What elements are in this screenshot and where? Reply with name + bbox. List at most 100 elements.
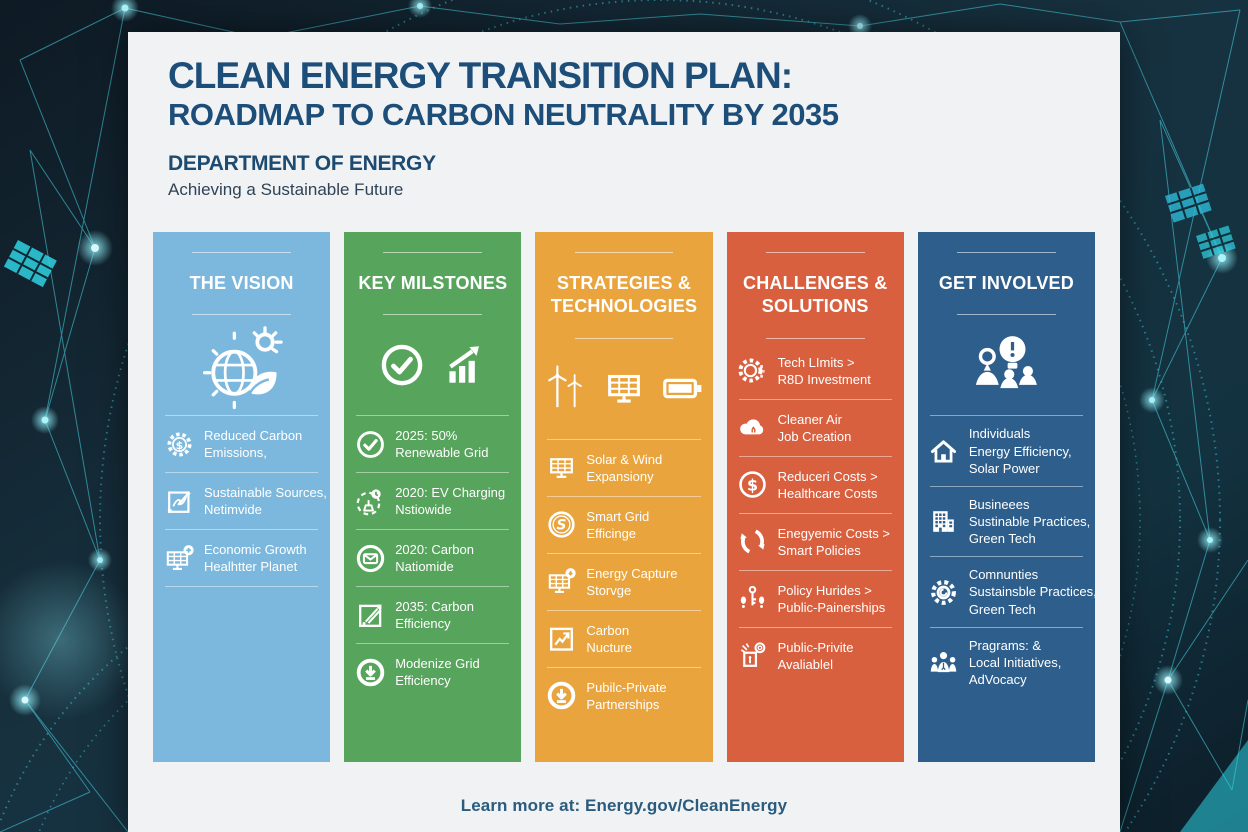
list-item: 2025: 50% Renewable Grid <box>353 416 512 472</box>
item-text: Public-Privite <box>777 639 854 655</box>
item-text: Nstiowide <box>395 502 452 518</box>
item-text: 2020: EV Charging <box>395 485 506 501</box>
divider-line <box>738 569 892 571</box>
house-icon <box>927 435 961 468</box>
divider-line <box>192 314 291 316</box>
divider-line <box>929 485 1084 487</box>
gear-tech-icon <box>736 354 770 387</box>
divider-line <box>383 252 483 253</box>
item-text: Efficinge <box>586 525 637 541</box>
people-lightbulb-icon <box>927 319 1086 415</box>
divider-line <box>738 455 892 457</box>
item-text: Enegyemic Costs > <box>777 525 890 541</box>
divider-line <box>929 626 1084 628</box>
list-item: Pragrams: & Local Initiatives, AdVocacy <box>927 628 1086 697</box>
column-title: GET INVOLVED <box>938 273 1074 293</box>
item-text: Natiomide <box>395 559 454 575</box>
column-key-milestones: KEY MILSTONES 2025: 50% Renewable Grid 2… <box>344 232 522 762</box>
ev-charging-icon <box>353 485 387 518</box>
item-text: R8D Investment <box>777 371 871 387</box>
check-circle-icon <box>353 428 387 461</box>
plug-people-icon <box>736 582 770 615</box>
item-text: Job Creation <box>777 428 852 444</box>
box-badge-icon <box>736 639 770 672</box>
page-title-line1: CLEAN ENERGY TRANSITION PLAN: <box>168 55 793 96</box>
divider-line <box>738 626 892 628</box>
item-text: Individuals <box>968 426 1031 442</box>
list-item: Public-Privite Avaliablel <box>736 628 895 684</box>
divider-line <box>765 252 865 253</box>
list-item: Comnunties Sustainsble Practices, Green … <box>927 557 1095 626</box>
divider-line <box>738 398 892 400</box>
item-text: Public-Painerships <box>777 599 886 615</box>
list-item: Reduced Carbon Emissions, <box>162 416 321 472</box>
item-text: Energy Efficiency, <box>968 443 1072 459</box>
list-item: Busineees Sustinable Practices, Green Te… <box>927 487 1090 556</box>
item-text: Smart Grid <box>586 508 650 524</box>
column-challenges-solutions: CHALLENGES & SOLUTIONS Tech LImits > R8D… <box>726 232 904 762</box>
item-text: Smart Policies <box>777 542 861 558</box>
divider-line <box>356 643 510 645</box>
divider-line <box>957 314 1056 316</box>
column-title: THE VISION <box>189 273 294 293</box>
item-text: Sustainsble Practices, <box>968 584 1096 600</box>
divider-line <box>356 415 510 417</box>
item-text: Avaliablel <box>777 656 834 672</box>
signature-pen-icon <box>162 485 196 518</box>
divider-line <box>356 586 510 588</box>
list-item: Policy Hurides > Public-Painerships <box>736 571 895 627</box>
tagline: Achieving a Sustainable Future <box>168 180 404 200</box>
divider-line <box>547 609 701 611</box>
item-text: Solar Power <box>968 460 1040 476</box>
item-text: Energy Capture <box>586 565 678 581</box>
divider-line <box>165 472 319 474</box>
divider-line <box>356 472 510 474</box>
item-text: Expansiony <box>586 468 654 484</box>
item-text: AdVocacy <box>968 672 1027 688</box>
list-item: 2020: Carbon Natiomide <box>353 530 512 586</box>
check-circle-icon <box>377 340 427 395</box>
list-item: Solar & Wind Expansiony <box>544 440 703 496</box>
column-strategies-technologies: STRATEGIES & TECHNOLOGIES Solar & Wind E… <box>535 232 713 762</box>
list-item: Economic Growth Healhtter Planet <box>162 530 321 586</box>
item-text: Green Tech <box>968 531 1036 547</box>
item-text: Tech LImits > <box>777 354 855 370</box>
divider-line <box>929 415 1084 417</box>
item-text: Sustainable Sources, <box>204 485 327 501</box>
divider-line <box>574 337 674 339</box>
list-item: Energy Capture Storvge <box>544 554 703 610</box>
dollar-circle-icon <box>736 468 770 501</box>
gear-icon <box>927 576 961 609</box>
solar-panel-icon <box>601 365 647 416</box>
divider-line <box>929 556 1084 558</box>
list-item: Tech LImits > R8D Investment <box>736 343 895 399</box>
divider-line <box>765 337 865 339</box>
s-coin-icon <box>544 508 578 541</box>
divider-line <box>383 314 483 316</box>
list-item: Enegyemic Costs > Smart Policies <box>736 514 895 570</box>
list-item: 2035: Carbon Efficiency <box>353 587 512 643</box>
divider-line <box>165 529 319 531</box>
list-item: Cleaner Air Job Creation <box>736 400 895 456</box>
divider-line <box>957 252 1056 253</box>
divider-line <box>547 495 701 497</box>
list-item: Individuals Energy Efficiency, Solar Pow… <box>927 416 1086 485</box>
item-text: Economic Growth <box>204 542 307 558</box>
item-text: Netimvide <box>204 502 262 518</box>
divider-line <box>165 415 319 417</box>
divider-line <box>356 529 510 531</box>
chart-square-icon <box>544 622 578 655</box>
wind-turbine-icon <box>543 365 589 416</box>
download-circle-icon <box>353 656 387 689</box>
item-text: 2025: 50% <box>395 428 458 444</box>
poster-header: CLEAN ENERGY TRANSITION PLAN: ROADMAP TO… <box>128 32 1120 200</box>
item-text: Healthcare Costs <box>777 485 878 501</box>
divider-line <box>738 512 892 514</box>
item-text: Storvge <box>586 582 632 598</box>
list-item: Carbon Nucture <box>544 611 703 667</box>
solar-cell-accents <box>0 183 1248 832</box>
item-text: Sustinable Practices, <box>968 514 1091 530</box>
item-text: Modenize Grid <box>395 656 480 672</box>
item-text: Pragrams: & <box>968 637 1042 653</box>
item-text: Emissions, <box>204 445 267 461</box>
